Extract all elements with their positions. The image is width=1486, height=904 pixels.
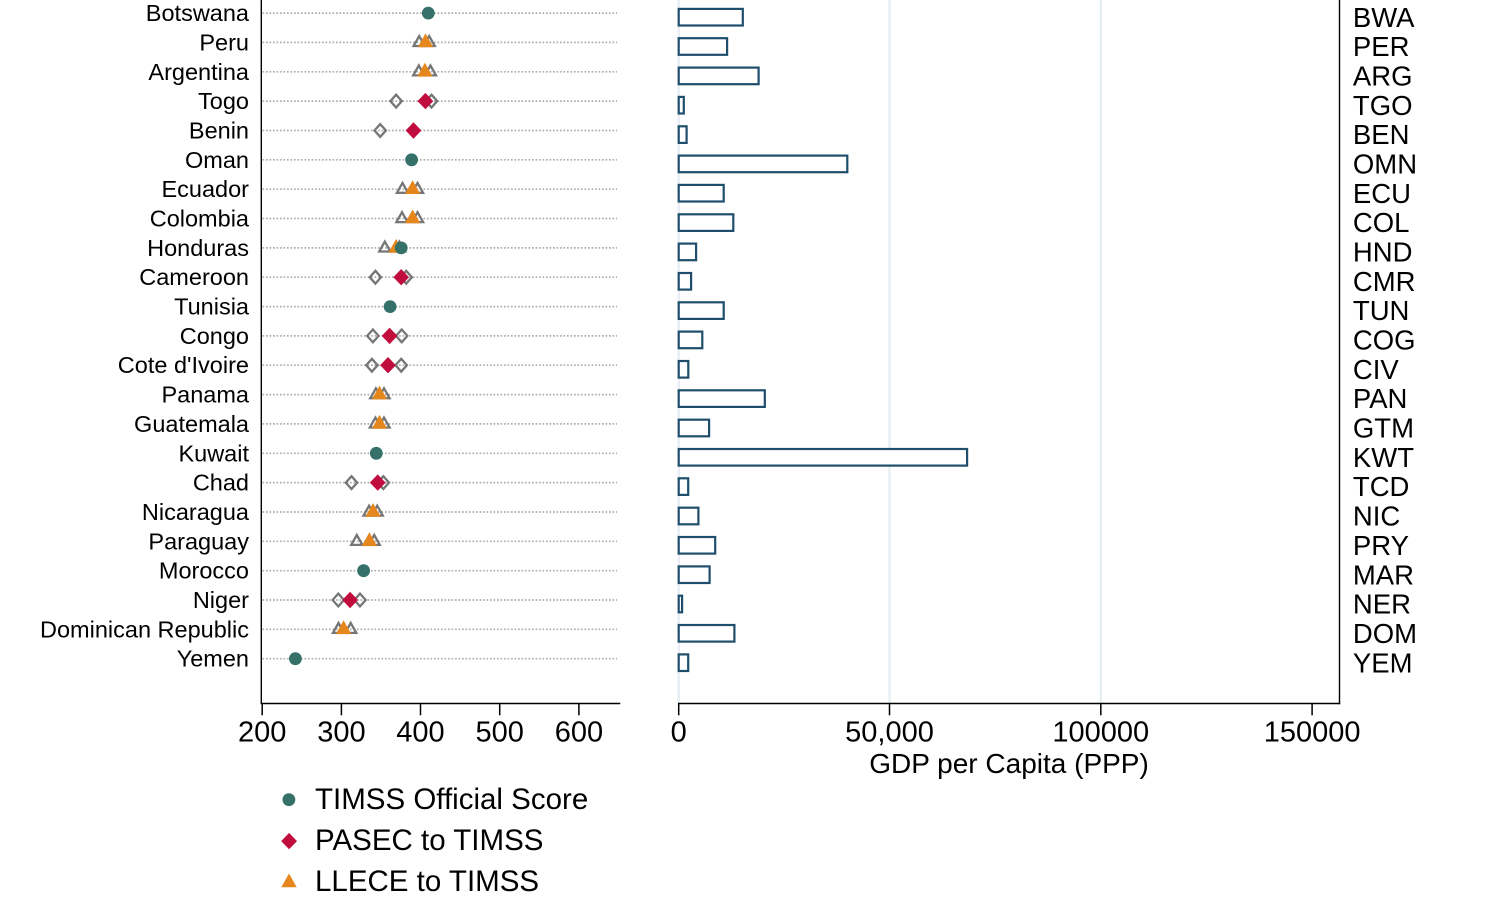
svg-text:Colombia: Colombia: [150, 206, 250, 232]
svg-text:TIMSS Official Score: TIMSS Official Score: [315, 783, 588, 816]
svg-text:ARG: ARG: [1353, 61, 1413, 92]
svg-text:200: 200: [238, 717, 286, 749]
svg-text:OMN: OMN: [1353, 149, 1417, 180]
svg-text:Nicaragua: Nicaragua: [142, 499, 250, 525]
svg-text:50,000: 50,000: [845, 717, 934, 749]
svg-text:NER: NER: [1353, 589, 1411, 620]
svg-text:Ecuador: Ecuador: [161, 176, 249, 202]
svg-text:0: 0: [671, 717, 687, 749]
svg-text:Panama: Panama: [161, 382, 249, 408]
svg-text:PRY: PRY: [1353, 530, 1409, 561]
svg-text:COG: COG: [1353, 325, 1416, 356]
svg-text:Argentina: Argentina: [148, 59, 250, 85]
svg-text:GTM: GTM: [1353, 413, 1414, 444]
svg-text:Botswana: Botswana: [146, 0, 250, 26]
svg-text:DOM: DOM: [1353, 618, 1417, 649]
svg-text:Peru: Peru: [199, 29, 249, 55]
svg-text:500: 500: [476, 717, 524, 749]
svg-text:TUN: TUN: [1353, 295, 1410, 326]
svg-text:YEM: YEM: [1353, 647, 1413, 678]
svg-text:100000: 100000: [1052, 717, 1149, 749]
svg-text:Tunisia: Tunisia: [174, 294, 250, 320]
svg-text:ECU: ECU: [1353, 178, 1411, 209]
svg-text:TCD: TCD: [1353, 471, 1410, 502]
svg-text:Honduras: Honduras: [147, 235, 249, 261]
svg-text:COL: COL: [1353, 207, 1410, 238]
svg-text:Paraguay: Paraguay: [148, 528, 249, 554]
svg-text:Yemen: Yemen: [177, 646, 249, 672]
svg-text:CIV: CIV: [1353, 354, 1400, 385]
svg-text:Dominican Republic: Dominican Republic: [40, 616, 249, 642]
svg-text:CMR: CMR: [1353, 266, 1416, 297]
svg-text:PAN: PAN: [1353, 383, 1408, 414]
svg-text:Benin: Benin: [189, 118, 249, 144]
svg-text:400: 400: [396, 717, 444, 749]
svg-text:Niger: Niger: [193, 587, 249, 613]
svg-text:600: 600: [555, 717, 603, 749]
svg-text:Cote d'Ivoire: Cote d'Ivoire: [118, 352, 249, 378]
svg-text:Morocco: Morocco: [159, 558, 249, 584]
svg-text:PASEC to TIMSS: PASEC to TIMSS: [315, 824, 543, 857]
svg-text:LLECE to TIMSS: LLECE to TIMSS: [315, 865, 539, 898]
svg-text:TGO: TGO: [1353, 90, 1413, 121]
svg-text:Congo: Congo: [180, 323, 249, 349]
svg-text:Chad: Chad: [193, 470, 249, 496]
svg-text:300: 300: [317, 717, 365, 749]
svg-text:NIC: NIC: [1353, 501, 1400, 532]
svg-text:HND: HND: [1353, 237, 1413, 268]
svg-text:GDP per Capita (PPP): GDP per Capita (PPP): [869, 748, 1149, 779]
svg-text:150000: 150000: [1264, 717, 1361, 749]
svg-text:BEN: BEN: [1353, 119, 1410, 150]
svg-text:Kuwait: Kuwait: [178, 440, 249, 466]
svg-text:Togo: Togo: [198, 88, 249, 114]
svg-text:Cameroon: Cameroon: [139, 264, 249, 290]
svg-text:BWA: BWA: [1353, 2, 1415, 33]
svg-text:KWT: KWT: [1353, 442, 1414, 473]
svg-text:Oman: Oman: [185, 147, 249, 173]
svg-text:Guatemala: Guatemala: [134, 411, 250, 437]
svg-text:PER: PER: [1353, 31, 1410, 62]
svg-text:MAR: MAR: [1353, 559, 1414, 590]
